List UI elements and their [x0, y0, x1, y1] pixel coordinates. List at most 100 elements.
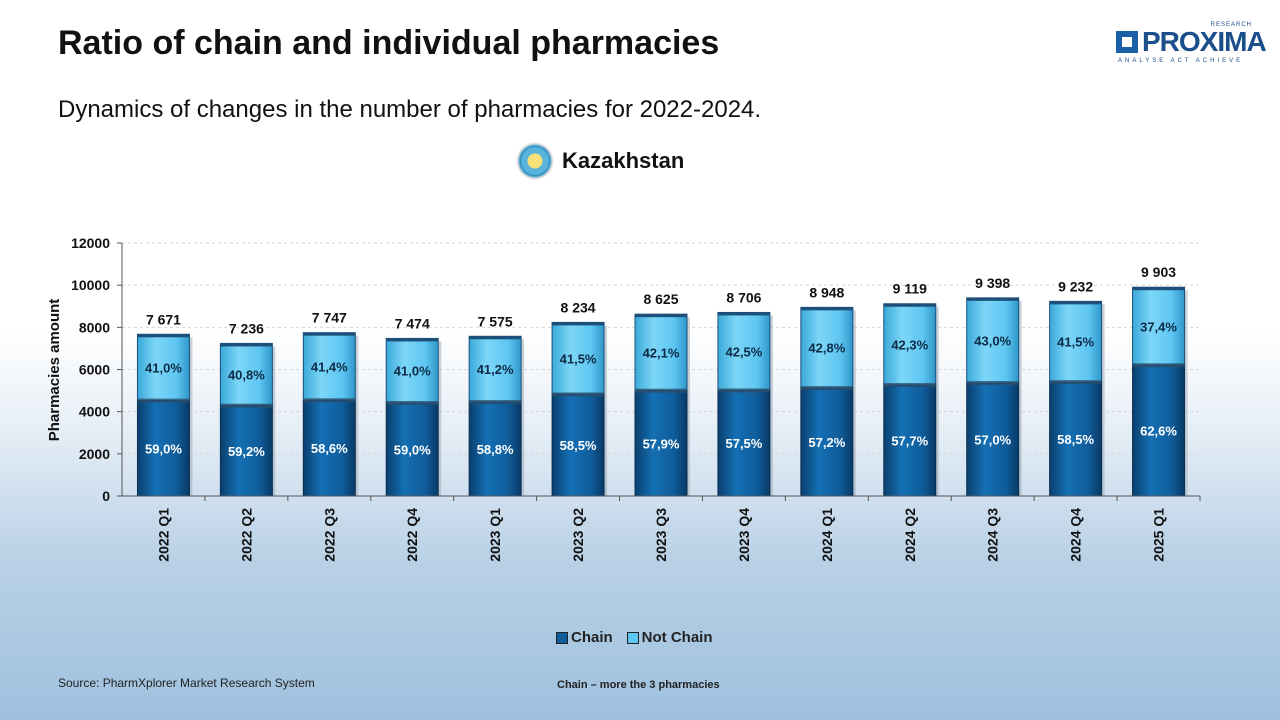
bar-total-label: 8 234 [561, 299, 596, 315]
bar-total-label: 8 706 [726, 289, 761, 305]
x-tick-label: 2023 Q2 [570, 508, 586, 562]
chart-legend: Chain Not Chain [556, 629, 713, 646]
bar-not-chain [966, 297, 1020, 384]
legend-item-chain: Chain [556, 629, 613, 646]
y-tick-label: 2000 [79, 446, 110, 462]
bar-chain-label: 59,2% [228, 444, 265, 459]
bar-not-chain-label: 41,0% [145, 360, 182, 375]
bar-total-label: 7 236 [229, 320, 264, 336]
bar-not-chain-label: 42,8% [808, 341, 845, 356]
bar-total-label: 7 671 [146, 311, 181, 327]
bar-top-bevel [469, 336, 522, 340]
y-tick-label: 0 [102, 488, 110, 504]
bar-not-chain-label: 42,1% [643, 345, 680, 360]
y-tick-label: 8000 [79, 319, 110, 335]
bar-total-label: 9 398 [975, 275, 1010, 291]
x-tick-label: 2024 Q1 [819, 508, 835, 562]
bar-top-bevel [717, 312, 770, 316]
source-note: Source: PharmXplorer Market Research Sys… [58, 676, 315, 690]
bar-not-chain-label: 41,4% [311, 359, 348, 374]
bar-total-label: 9 119 [893, 281, 927, 297]
bar-total-label: 9 903 [1141, 264, 1176, 280]
y-axis-label: Pharmacies amount [46, 299, 63, 442]
bar-segment-divider [635, 388, 687, 393]
bar-chain [717, 389, 771, 497]
bar-not-chain [468, 335, 522, 403]
bar-chain-label: 58,5% [560, 438, 597, 453]
bar-not-chain [551, 321, 605, 395]
bar-not-chain-label: 41,5% [1057, 335, 1094, 350]
logo-mark-icon [1116, 31, 1138, 53]
legend-swatch-not-chain [626, 631, 639, 644]
page-subtitle: Dynamics of changes in the number of pha… [58, 96, 762, 123]
legend-label-chain: Chain [571, 629, 613, 646]
bar-not-chain-label: 41,0% [394, 364, 431, 379]
bar-total-label: 8 948 [809, 284, 844, 300]
bar-not-chain [219, 342, 273, 407]
bar-segment-divider [386, 401, 439, 406]
bar-total-label: 9 232 [1058, 278, 1093, 294]
bar-not-chain [136, 333, 190, 402]
x-tick-label: 2023 Q3 [653, 508, 669, 562]
y-tick-label: 10000 [71, 277, 110, 293]
bar-segment-divider [137, 398, 190, 403]
bar-total-label: 7 747 [312, 310, 347, 326]
bar-top-bevel [137, 334, 190, 338]
bar-chain-label: 57,0% [974, 433, 1011, 448]
bar-segment-divider [1132, 363, 1185, 368]
bar-not-chain-label: 42,3% [891, 337, 928, 352]
bar-not-chain [1132, 286, 1186, 366]
country-label: Kazakhstan [518, 144, 684, 178]
x-tick-label: 2022 Q4 [404, 508, 420, 562]
page-title: Ratio of chain and individual pharmacies [58, 24, 720, 62]
bar-not-chain-label: 37,4% [1140, 319, 1177, 334]
x-tick-label: 2023 Q4 [736, 508, 752, 562]
x-tick-label: 2024 Q2 [902, 508, 918, 562]
x-tick-label: 2022 Q2 [238, 508, 254, 562]
logo-tagline: ANALYSE ACT ACHIEVE [1118, 58, 1244, 64]
y-tick-label: 12000 [71, 235, 110, 251]
x-tick-label: 2024 Q3 [985, 508, 1001, 562]
x-tick-label: 2022 Q3 [321, 508, 337, 562]
bar-not-chain [717, 311, 771, 391]
bar-top-bevel [1049, 301, 1102, 305]
bar-chain [1049, 381, 1103, 497]
y-tick-label: 6000 [79, 362, 110, 378]
y-tick-label: 4000 [79, 404, 110, 420]
bar-chain-label: 57,2% [808, 435, 845, 450]
bar-top-bevel [800, 307, 853, 311]
logo-research-text: RESEARCH [1210, 22, 1252, 28]
bar-chain-label: 57,5% [725, 436, 762, 451]
proxima-logo: RESEARCH PROXIMA ANALYSE ACT ACHIEVE [1116, 22, 1267, 66]
bar-chain-label: 59,0% [394, 443, 431, 458]
bar-top-bevel [883, 303, 936, 307]
stacked-bar-chart: 0 2000 4000 6000 8000 10000 12000 7 671 41,0% 59… [46, 235, 1201, 562]
legend-swatch-chain [556, 631, 568, 644]
bar-top-bevel [303, 332, 356, 336]
country-name: Kazakhstan [562, 148, 685, 173]
bar-segment-divider [800, 386, 853, 391]
bar-segment-divider [1049, 380, 1102, 385]
bar-chain-label: 57,7% [891, 434, 928, 449]
chain-definition-note: Chain – more the 3 pharmacies [557, 679, 720, 691]
x-tick-label: 2022 Q1 [155, 508, 171, 562]
bar-chain-label: 58,5% [1057, 432, 1094, 447]
bar-not-chain-label: 41,2% [477, 362, 514, 377]
bar-top-bevel [966, 297, 1019, 301]
bar-top-bevel [635, 314, 687, 318]
bar-chain [551, 393, 605, 497]
bar-chain-label: 62,6% [1140, 424, 1177, 439]
bar-chain [634, 390, 688, 497]
bar-not-chain-label: 40,8% [228, 368, 265, 383]
bar-chain [800, 387, 854, 497]
bar-chain [385, 402, 439, 497]
bar-top-bevel [220, 343, 273, 347]
bar-not-chain-label: 41,5% [560, 351, 597, 366]
bar-chain-label: 58,8% [477, 442, 514, 457]
bar-chain-label: 58,6% [311, 441, 348, 456]
bar-total-label: 7 474 [395, 315, 430, 331]
x-tick-label: 2024 Q4 [1068, 508, 1084, 562]
x-tick-label: 2025 Q1 [1151, 508, 1167, 562]
bar-not-chain-label: 43,0% [974, 333, 1011, 348]
bar-total-label: 8 625 [643, 291, 678, 307]
